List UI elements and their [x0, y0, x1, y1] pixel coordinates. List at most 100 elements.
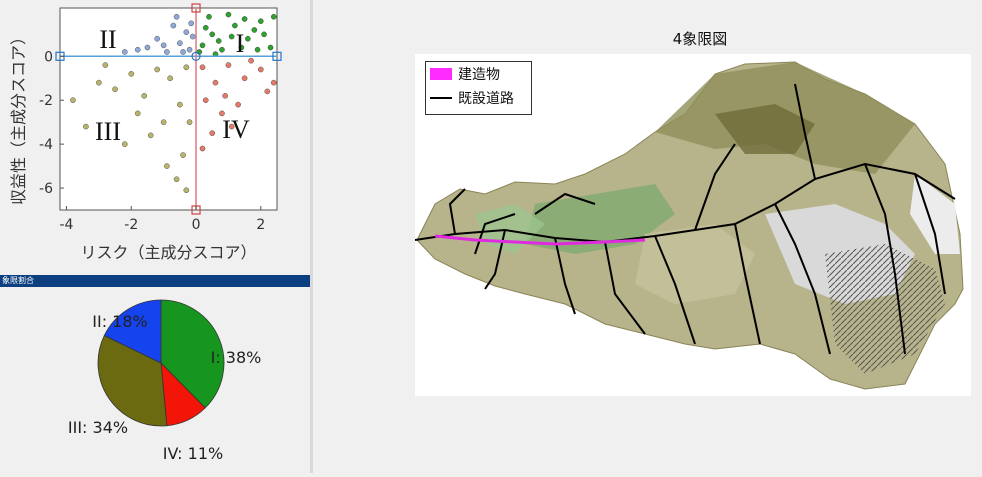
pie-label-IV: IV: 11%: [163, 444, 223, 463]
legend-road-label: 既設道路: [458, 91, 514, 107]
quadrant-label-II: II: [99, 25, 116, 54]
scatter-point-III: [121, 141, 128, 147]
terrain-map: [414, 61, 964, 390]
scatter-point-IV: [235, 101, 241, 108]
scatter-point-IV: [270, 79, 277, 86]
scatter-point-I: [238, 44, 245, 51]
scatter-point-III: [160, 119, 167, 125]
scatter-point-III: [180, 152, 186, 158]
quadrant-label-III: III: [95, 117, 121, 146]
legend-building-row: 建造物: [426, 62, 531, 86]
scatter-point-I: [261, 31, 267, 38]
quadrant-label-I: I: [236, 29, 245, 58]
pie-label-II: II: 18%: [92, 312, 147, 331]
scatter-point-I: [270, 13, 277, 20]
scatter-point-IV: [212, 79, 219, 86]
scatter-point-IV: [199, 145, 206, 152]
scatter-point-II: [180, 49, 186, 55]
quadrant-label-IV: IV: [222, 115, 250, 144]
scatter-point-I: [202, 24, 209, 31]
scatter-point-IV: [219, 110, 225, 117]
scatter-point-I: [245, 35, 251, 42]
scatter-point-IV: [241, 75, 248, 82]
scatter-point-I: [215, 38, 222, 44]
panel-divider[interactable]: [310, 0, 313, 473]
x-axis-label: リスク（主成分スコア）: [80, 243, 256, 262]
x-tick-label: 0: [192, 217, 201, 233]
y-tick-label: -6: [39, 181, 53, 197]
origin-handle[interactable]: [191, 51, 201, 61]
scatter-point-III: [186, 119, 193, 125]
road-network: [414, 83, 956, 355]
scatter-point-III: [134, 110, 141, 117]
scatter-point-II: [144, 44, 151, 51]
scatter-point-II: [177, 40, 183, 46]
scatter-point-III: [112, 86, 118, 93]
scatter-point-III: [70, 97, 76, 104]
scatter-point-I: [219, 46, 225, 53]
road-swatch: [430, 97, 452, 99]
pie-slice-I: [160, 299, 225, 409]
scatter-point-I: [228, 33, 235, 40]
x-axis-right-handle[interactable]: [272, 51, 282, 61]
scatter-point-III: [183, 187, 190, 194]
scatter-point-III: [154, 66, 160, 73]
y-tick-label: -4: [39, 137, 53, 153]
scatter-point-I: [225, 11, 232, 18]
pie-label-III: III: 34%: [68, 418, 128, 437]
scatter-point-III: [167, 75, 173, 82]
scatter-point-II: [186, 46, 193, 53]
scatter-point-II: [121, 49, 128, 55]
pie-panel-header: 象限割合: [0, 275, 310, 287]
scatter-point-III: [96, 79, 102, 86]
left-panel: I II III IV -4 -2 0 2 0 -2 -4 -6 リスク（主成分スコア） 収益性（主成分ス…: [0, 0, 310, 473]
scatter-point-IV: [209, 130, 216, 136]
scatter-point-III: [183, 64, 190, 71]
y-axis-label: 収益性（主成分スコア）: [9, 29, 28, 205]
scatter-point-IV: [258, 66, 264, 73]
scatter-point-II: [173, 13, 180, 20]
scatter-point-III: [173, 176, 180, 183]
y-tick-label: 0: [44, 49, 53, 65]
x-tick-label: -2: [124, 217, 138, 233]
pie-svg: I: 38% II: 18% III: 34% IV: 11%: [68, 299, 261, 463]
legend-road-row: 既設道路: [426, 86, 531, 110]
scatter-point-I: [241, 16, 248, 22]
y-axis-top-handle[interactable]: [191, 3, 201, 13]
map-title: 4象限図: [672, 30, 728, 48]
scatter-point-I: [251, 27, 258, 33]
scatter-point-IV: [248, 57, 254, 64]
plot-area: [59, 7, 278, 211]
scatter-point-IV: [199, 64, 206, 71]
pie-slice-II: [103, 299, 162, 364]
scatter-point-II: [170, 22, 177, 29]
scatter-point-III: [164, 163, 170, 169]
scatter-point-III: [177, 101, 183, 108]
map-legend: 建造物 既設道路: [425, 61, 532, 115]
scatter-point-III: [147, 132, 154, 139]
scatter-point-II: [164, 49, 170, 55]
scatter-point-II: [189, 33, 196, 40]
scatter-point-I: [199, 42, 206, 49]
scatter-point-III: [141, 93, 148, 99]
scatter-point-II: [134, 46, 141, 53]
scatter-point-IV: [222, 93, 228, 99]
scatter-point-I: [267, 44, 274, 51]
scatter-point-IV: [264, 88, 271, 95]
scatter-point-I: [206, 13, 212, 20]
x-tick-label: 2: [256, 217, 265, 233]
building-line: [434, 234, 646, 246]
scatter-point-III: [102, 62, 109, 68]
scatter-point-IV: [202, 97, 209, 104]
building-swatch: [430, 68, 452, 80]
pie-chart: I: 38% II: 18% III: 34% IV: 11%: [0, 287, 310, 473]
scatter-point-IV: [228, 123, 235, 130]
pie-slice-III: [97, 335, 168, 427]
scatter-point-I: [254, 46, 261, 53]
scatter-point-III: [128, 71, 135, 77]
scatter-point-IV: [225, 62, 232, 68]
map-area: [414, 54, 971, 396]
scatter-point-I: [258, 18, 264, 24]
scatter-point-I: [209, 31, 216, 38]
